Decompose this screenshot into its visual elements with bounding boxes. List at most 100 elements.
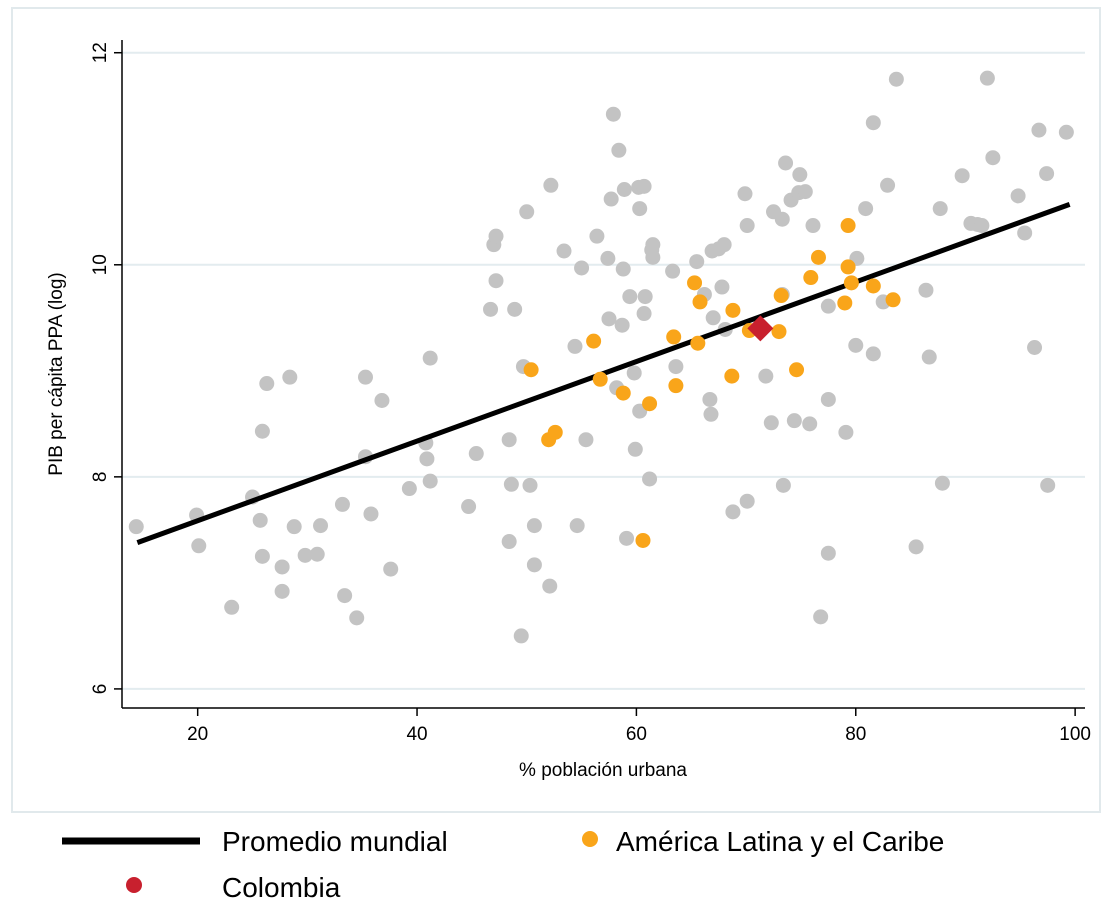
point (282, 369, 298, 385)
point (725, 504, 741, 520)
point (974, 218, 990, 234)
point (642, 396, 658, 412)
point (401, 481, 417, 497)
point (758, 368, 774, 384)
point (687, 275, 703, 291)
point (1010, 188, 1026, 204)
legend: Promedio mundial América Latina y el Cari… (62, 826, 944, 903)
point (522, 477, 538, 493)
point (645, 249, 661, 265)
diamond-point (747, 315, 774, 342)
legend-label: Colombia (222, 872, 341, 903)
point (690, 335, 706, 351)
legend-marker (126, 877, 142, 893)
point (616, 182, 632, 198)
x-tick-label: 100 (1059, 724, 1091, 745)
point (586, 333, 602, 349)
point (422, 473, 438, 489)
point (1031, 122, 1047, 138)
point (309, 546, 325, 562)
point (274, 559, 290, 575)
point (848, 337, 864, 353)
point (567, 338, 583, 354)
point (357, 369, 373, 385)
point (578, 432, 594, 448)
point (632, 201, 648, 217)
point (716, 237, 732, 253)
point (865, 115, 881, 131)
point (488, 273, 504, 289)
point (775, 477, 791, 493)
x-tick-label: 80 (845, 724, 866, 745)
point (668, 359, 684, 375)
point (820, 545, 836, 561)
point (888, 71, 904, 87)
point (503, 476, 519, 492)
point (626, 365, 642, 381)
point (128, 519, 144, 535)
point (705, 310, 721, 326)
point (600, 250, 616, 266)
legend-marker (582, 831, 598, 847)
point (666, 329, 682, 345)
point (837, 295, 853, 311)
point (419, 451, 435, 467)
point (619, 530, 635, 546)
point (774, 211, 790, 227)
point (702, 391, 718, 407)
point (797, 184, 813, 200)
point (789, 362, 805, 378)
point (274, 583, 290, 599)
point (763, 415, 779, 431)
point (627, 441, 643, 457)
point (820, 298, 836, 314)
point (737, 186, 753, 202)
point (792, 167, 808, 183)
point (739, 493, 755, 509)
point (1017, 225, 1033, 241)
point (254, 423, 270, 439)
point (637, 289, 653, 305)
point (543, 177, 559, 193)
point (865, 346, 881, 362)
point (1058, 124, 1074, 140)
point (1027, 339, 1043, 355)
point (334, 496, 350, 512)
point (191, 538, 207, 554)
point (979, 70, 995, 86)
point (773, 288, 789, 304)
point (507, 301, 523, 317)
point (921, 349, 937, 365)
point (526, 518, 542, 534)
point (501, 534, 517, 550)
point (954, 168, 970, 184)
point (605, 106, 621, 122)
point (523, 362, 539, 378)
point (513, 628, 529, 644)
point (337, 588, 353, 604)
point (349, 610, 365, 626)
point (932, 201, 948, 217)
point (885, 292, 901, 308)
point (668, 378, 684, 394)
point (803, 270, 819, 286)
point (838, 424, 854, 440)
point (254, 548, 270, 564)
point (483, 301, 499, 317)
point (778, 155, 794, 171)
point (615, 261, 631, 277)
point (286, 519, 302, 535)
y-tick-label: 12 (90, 42, 111, 63)
point (574, 260, 590, 276)
point (542, 578, 558, 594)
point (724, 368, 740, 384)
x-tick-label: 20 (187, 724, 208, 745)
point (813, 609, 829, 625)
point (468, 446, 484, 462)
point (547, 424, 563, 440)
legend-label: Promedio mundial (222, 826, 448, 857)
point (363, 506, 379, 522)
point (297, 547, 313, 563)
point (802, 416, 818, 432)
